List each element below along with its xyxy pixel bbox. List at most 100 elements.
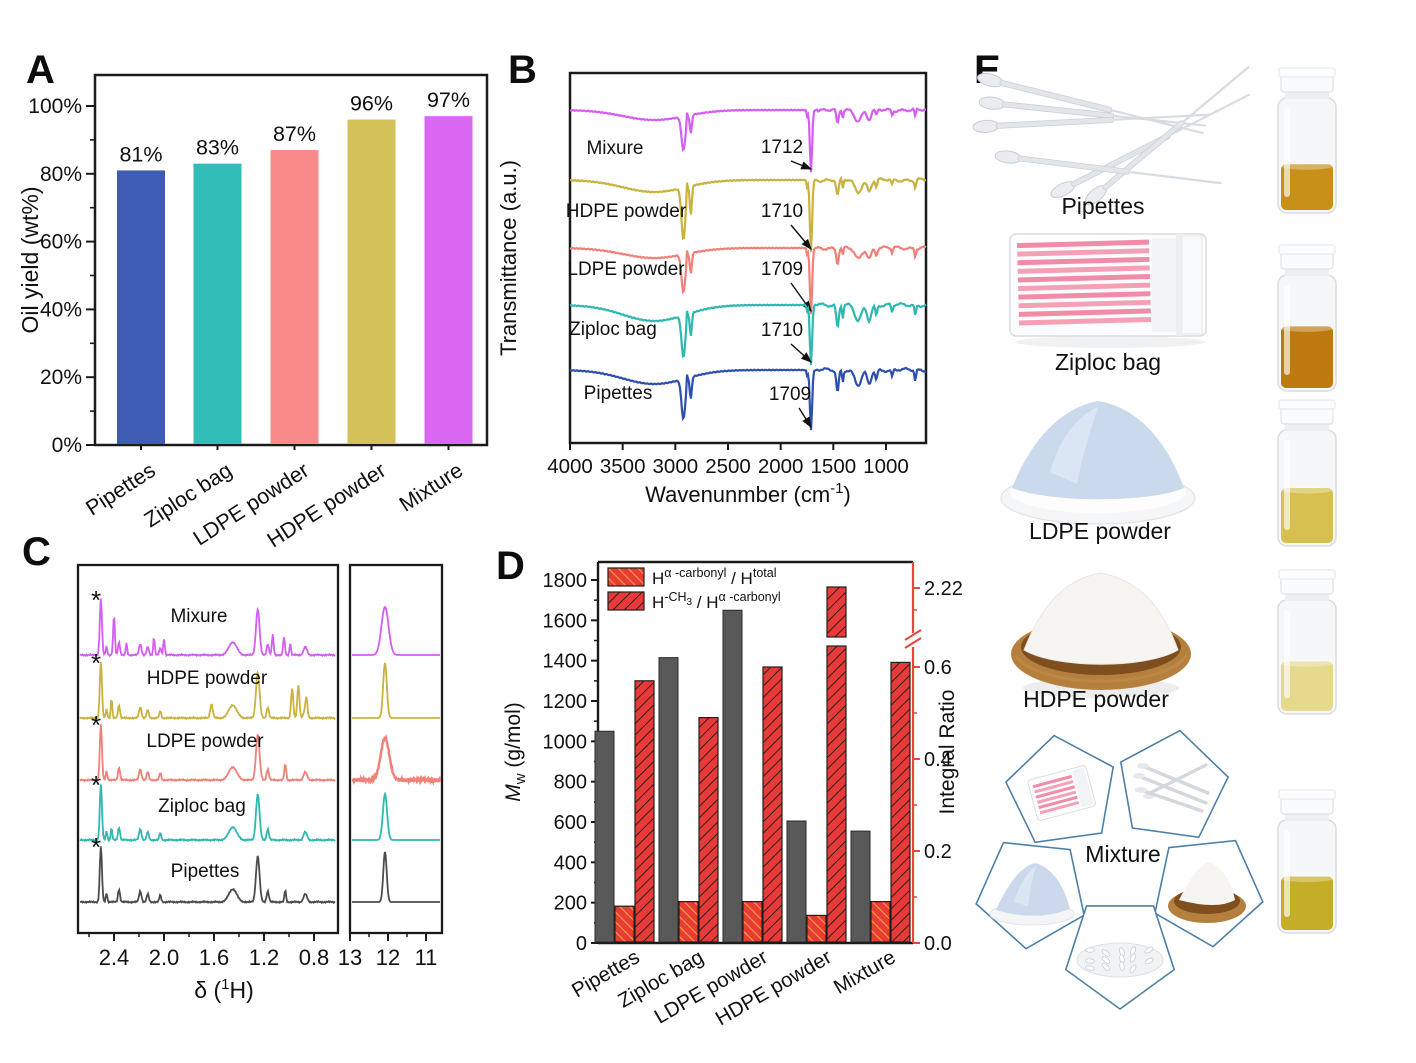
peak-annotation: 1709 (761, 259, 803, 280)
x-axis: 4000 3500 3000 2500 2000 1500 1000 (547, 443, 909, 478)
mw-bar-HDPE powder (786, 820, 807, 943)
bar-LDPE powder (270, 150, 319, 444)
peak-arrow (790, 282, 812, 313)
x-tick-label: 1.2 (249, 945, 280, 970)
nmr-trace-Mixure (79, 598, 336, 658)
x-tick-label: 4000 (547, 455, 593, 478)
bar-Mixture (424, 116, 473, 445)
mini-ldpe-mound (989, 863, 1075, 926)
right-axis: 0.0 0.2 0.4 0.6 2.22 (913, 578, 963, 955)
bar-Ziploc bag (193, 163, 242, 444)
x-tick-label: 2000 (758, 455, 804, 478)
right-axis-title: Integral Ratio (936, 690, 959, 815)
ratio2-bar-Ziploc bag (698, 717, 719, 943)
peak-annotation: 1710 (761, 320, 803, 341)
panel-d-letter: D (496, 544, 525, 588)
ratio1-bar-Pipettes (614, 905, 635, 943)
nmr-trace-Ziploc bag (79, 784, 336, 843)
panel-e-content: Pipettes Ziploc bag LDPE powder HDPE powder… (972, 66, 1337, 1010)
ziploc-bag-photo (1009, 233, 1207, 348)
x-category-label: Mixture (830, 945, 900, 999)
x-tick-label: 2500 (705, 455, 751, 478)
pipettes-photo (972, 66, 1251, 206)
ratio2-bar-top-HDPE powder (826, 586, 847, 638)
x-category-label: Mixture (395, 458, 467, 517)
bar-value-label: 83% (196, 136, 239, 160)
solvent-peak-marker: * (91, 585, 101, 615)
panel-e-materials-photos: Pipettes Ziploc bag LDPE powder HDPE powder… (972, 66, 1337, 1010)
legend-label: H-CH3 / Hα -carbonyl (652, 590, 781, 612)
x-tick-label: 1.6 (199, 945, 230, 970)
x-tick-label: 1500 (811, 455, 857, 478)
left-tick-label: 1800 (543, 570, 588, 592)
mw-bar-LDPE powder (722, 609, 743, 943)
ratio2-bar-Mixture (890, 661, 911, 943)
ldpe-powder-photo (1000, 401, 1196, 525)
left-tick-label: 1600 (543, 610, 588, 632)
y-axis: 0% 20% 40% 60% 80% 100% (28, 95, 95, 457)
peak-annotation: 1710 (761, 201, 803, 222)
solvent-peak-marker: * (91, 710, 101, 740)
oil-vial-Mixture (1277, 789, 1337, 934)
y-axis-title: Oil yield (wt%) (17, 187, 43, 334)
x-tick-label: 1000 (863, 455, 909, 478)
ratio1-bar-Ziploc bag (678, 901, 699, 943)
trace-label: Mixure (170, 606, 227, 627)
bar-value-label: 81% (119, 142, 162, 166)
x-tick-label: 0.8 (299, 945, 330, 970)
oil-vial-LDPE powder (1277, 399, 1337, 547)
left-tick-label: 1200 (543, 691, 588, 713)
legend-swatch-ratio2 (607, 591, 645, 611)
left-tick-label: 200 (554, 893, 587, 915)
x-tick-label: 12 (376, 945, 400, 970)
oil-vial-HDPE powder (1277, 569, 1337, 715)
peak-arrow (790, 160, 813, 170)
ftir-trace-HDPE powder (569, 175, 927, 252)
panel-d-plot: 0200400600800100012001400160018000.00.20… (502, 560, 963, 1030)
trace-label: HDPE powder (147, 668, 268, 689)
x-tick-label: 13 (338, 945, 362, 970)
x-axis-title: δ (1H) (194, 976, 253, 1003)
material-label-HDPE powder: HDPE powder (1023, 686, 1169, 712)
oil-vial-Ziploc bag (1277, 244, 1337, 392)
material-label-LDPE powder: LDPE powder (1029, 518, 1171, 544)
nmr-oh-trace-Ziploc bag (352, 791, 440, 841)
y-tick-label: 40% (40, 298, 82, 321)
left-axis-title: Mw (g/mol) (502, 702, 529, 802)
right-tick-label: 2.22 (924, 578, 963, 600)
pipette-illustration (1084, 66, 1250, 206)
pipette-illustration (1050, 93, 1251, 199)
x-tick-label: 2.0 (149, 945, 180, 970)
nmr-trace-HDPE powder (79, 661, 336, 721)
material-label-Mixture: Mixture (1085, 841, 1160, 867)
peak-annotation: 1709 (769, 384, 811, 405)
trace-label: Pipettes (584, 383, 653, 404)
ratio1-bar-HDPE powder (806, 914, 827, 943)
nmr-oh-trace-HDPE powder (352, 662, 440, 719)
y-tick-label: 0% (52, 434, 82, 457)
pipette-illustration (972, 113, 1211, 133)
y-tick-label: 20% (40, 366, 82, 389)
nmr-trace-LDPE powder (79, 724, 336, 783)
x-axis: 2.4 2.0 1.6 1.2 0.8 13 12 11 (88, 933, 437, 970)
mini-ziploc (1027, 765, 1096, 821)
panel-c-nmr-chart: 2.4 2.0 1.6 1.2 0.8 13 12 11 δ (1H) * Mixure * HDPE … (76, 563, 444, 1003)
bar-Pipettes (117, 170, 165, 444)
trace-label: Ziploc bag (158, 796, 246, 817)
x-tick-label: 2.4 (99, 945, 130, 970)
panel-a-letter: A (26, 48, 55, 92)
x-axis-title: Wavenunmber (cm-1) (645, 480, 851, 507)
trace-label: LDPE powder (146, 731, 264, 752)
panel-c-letter: C (22, 530, 51, 574)
mw-bar-Ziploc bag (658, 657, 679, 943)
nmr-oh-trace-Mixure (352, 605, 440, 656)
bar-value-label: 87% (273, 122, 316, 146)
trace-label: LDPE powder (567, 259, 685, 280)
bar-value-label: 96% (350, 92, 393, 116)
material-label-Ziploc bag: Ziploc bag (1055, 349, 1161, 375)
panel-a-oil-yield-chart: 0% 20% 40% 60% 80% 100% Oil yield (wt%) 81%Pipe… (17, 73, 489, 552)
left-tick-label: 800 (554, 772, 587, 794)
